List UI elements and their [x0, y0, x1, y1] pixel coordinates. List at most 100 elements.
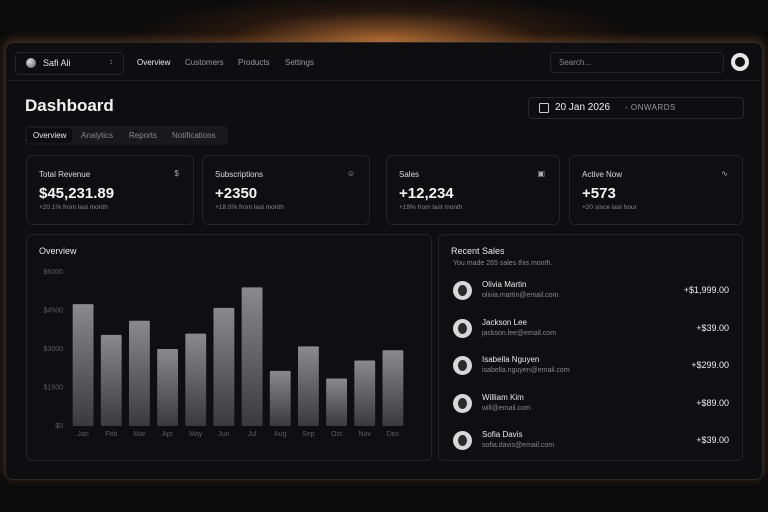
- x-tick-label: Sep: [302, 431, 315, 438]
- customer-avatar: [453, 356, 472, 375]
- recent-sales-panel: Recent Sales You made 265 sales this mon…: [438, 234, 743, 461]
- y-tick-label: $6000: [44, 269, 64, 276]
- sale-row: Olivia Martin olivia.martin@email.com +$1,…: [453, 279, 729, 305]
- tab[interactable]: Analytics: [81, 131, 114, 140]
- card-note: +18.0% from last month: [215, 204, 284, 211]
- card-note: +19% from last month: [399, 204, 463, 211]
- x-tick-label: Apr: [162, 431, 174, 438]
- date-suffix: - ONWARDS: [625, 103, 676, 112]
- card-title: Active Now: [582, 170, 623, 179]
- card-icon: ∿: [721, 169, 728, 178]
- bar: [326, 378, 348, 426]
- x-tick-label: Jan: [77, 431, 88, 438]
- customer-name: Jackson Lee: [482, 317, 527, 327]
- card-note: +20 since last hour: [582, 204, 637, 211]
- customer-email: sofia.davis@email.com: [482, 442, 555, 449]
- sale-amount: +$299.00: [691, 360, 729, 370]
- tab[interactable]: Overview: [27, 128, 73, 143]
- sale-row: William Kim will@email.com +$89.00: [453, 392, 729, 418]
- card-value: $45,231.89: [39, 185, 115, 202]
- stat-card: Sales ▣ +12,234 +19% from last month: [386, 155, 560, 225]
- chart: $0 $1500 $3000 $4500 $6000 Jan Feb Mar Apr May Jun…: [44, 269, 404, 438]
- bar: [128, 320, 150, 426]
- bar: [213, 307, 235, 426]
- tabs: Overview Analytics Reports Notifications: [25, 126, 228, 145]
- card-title: Total Revenue: [39, 170, 91, 179]
- x-tick-label: Nov: [359, 431, 372, 438]
- calendar-icon: [539, 103, 549, 113]
- stat-card: Active Now ∿ +573 +20 since last hour: [569, 155, 743, 225]
- stat-card: Subscriptions ☺ +2350 +18.0% from last m…: [202, 155, 370, 225]
- card-icon: $: [174, 169, 179, 178]
- y-tick-label: $0: [55, 423, 63, 430]
- x-tick-label: May: [189, 431, 203, 438]
- bar: [269, 370, 291, 426]
- chart-title: Overview: [39, 246, 77, 256]
- sales-title: Recent Sales: [451, 246, 505, 256]
- user-avatar: [26, 58, 36, 68]
- customer-avatar: [453, 318, 472, 338]
- page-title: Dashboard: [25, 96, 114, 115]
- tab[interactable]: Reports: [129, 131, 158, 140]
- bar: [72, 304, 94, 426]
- x-tick-label: Dec: [387, 431, 400, 438]
- nav-link[interactable]: Customers: [185, 58, 224, 67]
- bar: [185, 333, 207, 426]
- y-tick-label: $3000: [44, 346, 64, 353]
- bar: [297, 346, 319, 426]
- customer-name: Isabella Nguyen: [482, 355, 540, 364]
- sale-amount: +$39.00: [696, 322, 729, 333]
- bar: [382, 350, 404, 426]
- customer-avatar: [453, 431, 472, 450]
- card-value: +2350: [215, 185, 258, 202]
- bar: [100, 334, 122, 426]
- customer-name: Sofia Davis: [482, 430, 523, 439]
- bar: [354, 360, 376, 426]
- customer-email: isabella.nguyen@email.com: [482, 367, 570, 374]
- x-tick-label: Jul: [248, 431, 257, 438]
- card-title: Sales: [399, 170, 420, 179]
- customer-avatar: [453, 393, 472, 413]
- search-box[interactable]: Search...: [550, 52, 724, 73]
- card-title: Subscriptions: [215, 170, 264, 179]
- user-name: Safi Ali: [43, 58, 71, 68]
- tab[interactable]: Notifications: [172, 131, 216, 140]
- customer-email: olivia.martin@email.com: [482, 292, 559, 299]
- y-tick-label: $4500: [44, 307, 64, 314]
- nav-link[interactable]: Settings: [285, 58, 314, 67]
- card-note: +20.1% from last month: [39, 204, 108, 211]
- customer-name: Olivia Martin: [482, 280, 527, 289]
- x-tick-label: Jun: [218, 431, 229, 438]
- customer-name: William Kim: [482, 392, 524, 402]
- sale-row: Sofia Davis sofia.davis@email.com +$39.00: [453, 429, 729, 455]
- x-tick-label: Oct: [331, 431, 342, 438]
- sale-row: Isabella Nguyen isabella.nguyen@email.com…: [453, 354, 729, 380]
- sale-row: Jackson Lee jackson.lee@email.com +$39.00: [453, 317, 729, 343]
- card-value: +12,234: [399, 185, 454, 202]
- bar: [241, 287, 263, 426]
- user-switcher[interactable]: Safi Ali ↕: [15, 52, 124, 75]
- customer-email: jackson.lee@email.com: [482, 329, 557, 337]
- nav-link[interactable]: Products: [238, 58, 270, 67]
- customer-avatar: [453, 281, 472, 300]
- x-tick-label: Mar: [133, 431, 146, 438]
- card-icon: ☺: [346, 169, 355, 178]
- y-tick-label: $1500: [44, 384, 64, 391]
- search-placeholder: Search...: [559, 58, 592, 67]
- sales-subtitle: You made 265 sales this month.: [453, 260, 553, 267]
- date-picker[interactable]: 20 Jan 2026 - ONWARDS: [528, 97, 744, 119]
- card-value: +573: [582, 185, 616, 202]
- sale-amount: +$1,999.00: [683, 285, 729, 295]
- customer-email: will@email.com: [482, 404, 531, 412]
- date: 20 Jan 2026: [555, 102, 611, 113]
- x-tick-label: Aug: [274, 431, 287, 438]
- nav-divider: [6, 80, 762, 81]
- bar: [157, 349, 179, 426]
- stat-card: Total Revenue $ $45,231.89 +20.1% from l…: [26, 155, 194, 225]
- profile-avatar[interactable]: [731, 53, 749, 71]
- sale-amount: +$89.00: [696, 397, 729, 408]
- sale-amount: +$39.00: [696, 435, 729, 445]
- x-tick-label: Feb: [105, 431, 117, 438]
- nav-link[interactable]: Overview: [137, 58, 171, 67]
